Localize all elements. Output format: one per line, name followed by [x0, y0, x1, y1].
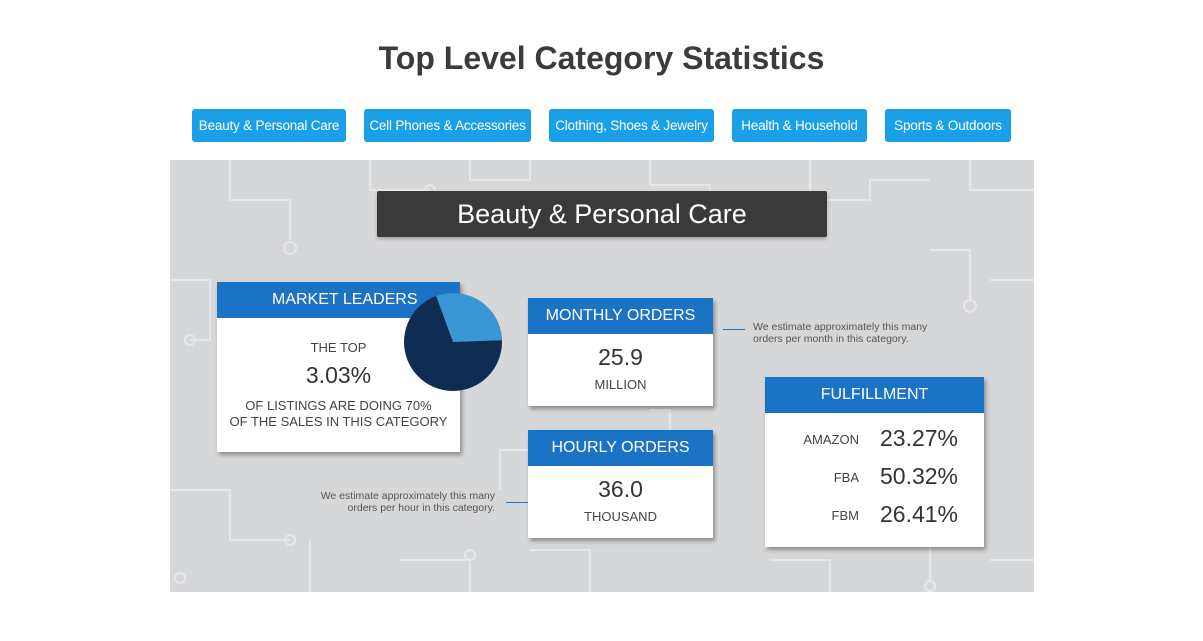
- hourly-orders-card: HOURLY ORDERS 36.0 THOUSAND: [528, 430, 713, 538]
- pie-slice-leaders: [436, 293, 502, 342]
- monthly-orders-card: MONTHLY ORDERS 25.9 MILLION: [528, 298, 713, 406]
- hourly-note-line2: orders per hour in this category.: [347, 502, 495, 514]
- market-leaders-line3: OF THE SALES IN THIS CATEGORY: [229, 414, 448, 429]
- hourly-note-connector: [506, 502, 528, 503]
- tab-beauty-personal-care[interactable]: Beauty & Personal Care: [192, 109, 346, 142]
- market-leaders-header: MARKET LEADERS: [217, 282, 460, 318]
- fulfillment-header: FULFILLMENT: [765, 377, 984, 413]
- fulfillment-row-amazon: AMAZON 23.27%: [765, 422, 985, 456]
- fulfillment-label: FBA: [833, 470, 859, 485]
- tab-cell-phones-accessories[interactable]: Cell Phones & Accessories: [364, 109, 531, 142]
- market-share-pie: [404, 293, 502, 391]
- fulfillment-label: FBM: [831, 508, 859, 523]
- hourly-orders-unit: THOUSAND: [584, 509, 657, 524]
- category-infographic: Beauty & Personal Care MARKET LEADERS TH…: [170, 160, 1034, 592]
- fulfillment-value: 26.41%: [880, 501, 959, 527]
- fulfillment-value: 23.27%: [880, 425, 959, 451]
- fulfillment-value: 50.32%: [880, 463, 959, 489]
- circuit-background: [170, 160, 1034, 592]
- tab-clothing-shoes-jewelry[interactable]: Clothing, Shoes & Jewelry: [549, 109, 714, 142]
- monthly-note-connector: [723, 329, 745, 330]
- market-leaders-value: 3.03%: [305, 362, 372, 388]
- fulfillment-card: FULFILLMENT AMAZON 23.27% FBA 50.32% FBM…: [765, 377, 984, 547]
- monthly-orders-unit: MILLION: [594, 377, 647, 392]
- page-title: Top Level Category Statistics: [378, 40, 825, 76]
- monthly-orders-header: MONTHLY ORDERS: [528, 298, 713, 334]
- fulfillment-row-fba: FBA 50.32%: [765, 460, 985, 494]
- monthly-note-line1: We estimate approximately this many: [753, 321, 928, 333]
- monthly-orders-value: 25.9: [598, 344, 643, 370]
- fulfillment-row-fbm: FBM 26.41%: [765, 498, 985, 532]
- hourly-orders-value: 36.0: [598, 476, 643, 502]
- tab-health-household[interactable]: Health & Household: [732, 109, 867, 142]
- tab-sports-outdoors[interactable]: Sports & Outdoors: [885, 109, 1011, 142]
- hourly-orders-header: HOURLY ORDERS: [528, 430, 713, 466]
- category-banner: Beauty & Personal Care: [377, 191, 827, 237]
- monthly-note-line2: orders per month in this category.: [753, 333, 909, 345]
- hourly-note-line1: We estimate approximately this many: [320, 490, 495, 502]
- monthly-orders-note: We estimate approximately this many orde…: [753, 321, 927, 345]
- market-leaders-line2: OF LISTINGS ARE DOING 70%: [245, 398, 432, 413]
- hourly-orders-note: We estimate approximately this many orde…: [310, 490, 495, 514]
- fulfillment-label: AMAZON: [803, 432, 859, 447]
- market-leaders-line1: THE TOP: [310, 340, 367, 355]
- category-tabs: Beauty & Personal Care Cell Phones & Acc…: [0, 109, 1203, 142]
